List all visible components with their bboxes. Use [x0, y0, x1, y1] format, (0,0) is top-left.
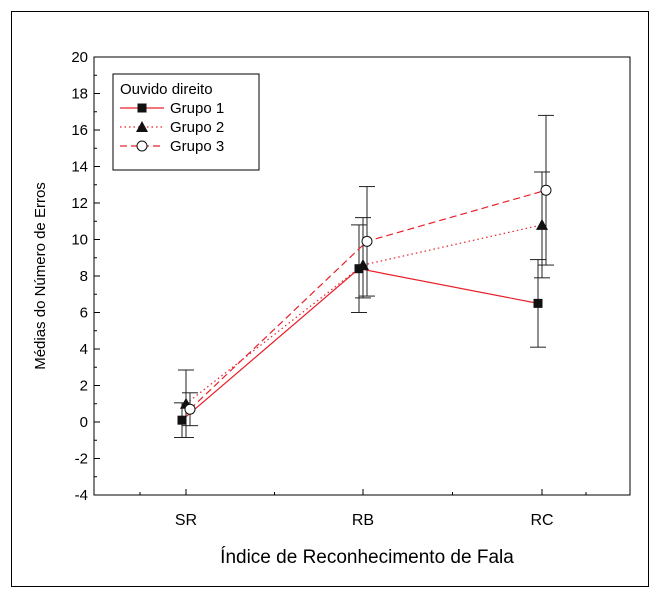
- y-tick-label: 12: [71, 195, 88, 212]
- legend-marker: [136, 140, 148, 152]
- legend: Ouvido direito Grupo 1 Grupo 2 Grupo 3: [112, 73, 260, 171]
- y-tick-label: 0: [80, 414, 88, 431]
- legend-label: Grupo 3: [170, 138, 224, 155]
- y-tick-label: 14: [71, 159, 88, 176]
- y-tick-label: 2: [80, 378, 88, 395]
- legend-marker: [137, 103, 147, 113]
- series-line: [181, 268, 539, 421]
- data-point: [540, 184, 552, 196]
- y-tick-label: 6: [80, 305, 88, 322]
- legend-box: [112, 73, 260, 171]
- data-point: [184, 403, 196, 415]
- figure-frame: [11, 11, 649, 587]
- y-tick-label: 18: [71, 86, 88, 103]
- legend-label: Grupo 2: [170, 119, 224, 136]
- data-point: [536, 218, 548, 230]
- data-point: [533, 298, 543, 308]
- y-tick-label: -2: [75, 451, 88, 468]
- y-tick-label: 4: [80, 341, 88, 358]
- y-tick-label: -4: [75, 487, 88, 504]
- x-tick-label: RC: [530, 512, 553, 529]
- y-tick-label: 10: [71, 232, 88, 249]
- data-point: [177, 415, 187, 425]
- legend-title: Ouvido direito: [120, 81, 213, 98]
- y-tick-label: 8: [80, 268, 88, 285]
- y-axis: -4 -2 0 2 4 6 8 10 12 14 16 18 20: [71, 49, 100, 504]
- series-1: [174, 224, 546, 439]
- y-tick-label: 16: [71, 122, 88, 139]
- x-tick-label: RB: [352, 512, 374, 529]
- x-axis: SR RB RC: [139, 489, 587, 529]
- y-tick-label: 20: [71, 49, 88, 66]
- data-point: [357, 259, 369, 271]
- data-point: [361, 235, 373, 247]
- series-line: [185, 224, 543, 405]
- x-axis-label: Índice de Reconhecimento de Fala: [220, 547, 514, 568]
- legend-label: Grupo 1: [170, 100, 224, 117]
- x-tick-label: SR: [175, 512, 197, 529]
- y-axis-label: Médias do Número de Erros: [32, 182, 49, 370]
- legend-marker: [136, 121, 148, 132]
- series-line: [189, 189, 547, 410]
- series-2: [178, 171, 550, 439]
- series-layer: [174, 114, 554, 439]
